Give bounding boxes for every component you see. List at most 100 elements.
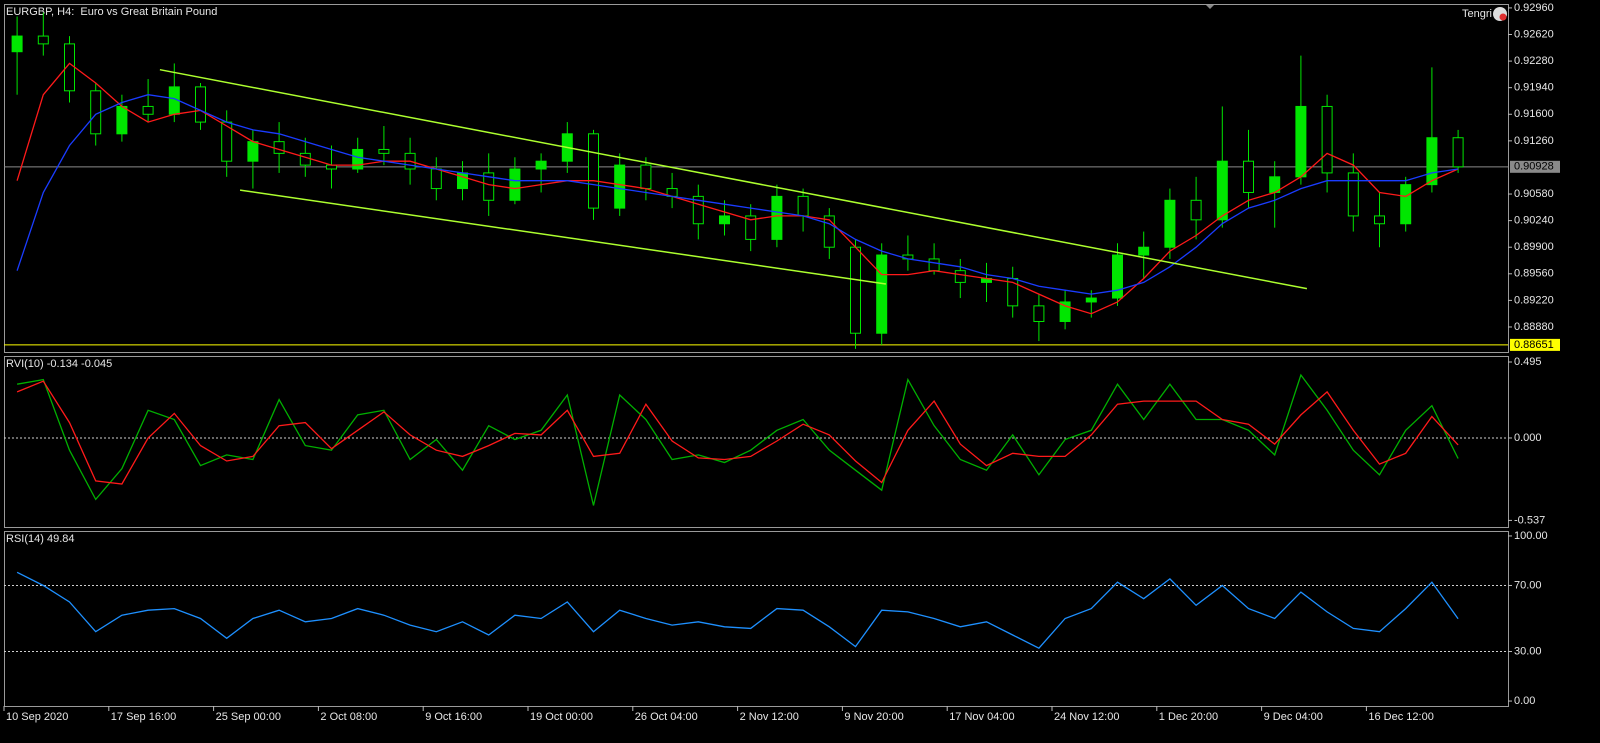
indicator-line — [16, 94, 1459, 295]
indicator-line — [16, 62, 1459, 315]
shift-marker — [1206, 5, 1214, 9]
candle-body — [1426, 137, 1438, 186]
x-tick-label: 9 Dec 04:00 — [1264, 711, 1323, 723]
y-tick-label: 100.00 — [1514, 530, 1548, 542]
y-tick-label: 0.000 — [1514, 432, 1542, 444]
trendline — [239, 189, 886, 285]
candle-body — [1164, 199, 1176, 248]
hline-label: 0.88651 — [1514, 339, 1554, 351]
candle-body — [797, 195, 809, 217]
candle-body — [273, 141, 285, 154]
candle-body — [1216, 160, 1228, 221]
x-tick-label: 1 Dec 20:00 — [1159, 711, 1218, 723]
candle-body — [378, 148, 390, 154]
candle-body — [299, 152, 311, 166]
x-tick-label: 17 Sep 16:00 — [111, 711, 176, 723]
y-tick-label: 0.89900 — [1514, 241, 1554, 253]
candle-body — [1085, 297, 1097, 303]
panel-header: RSI(14) 49.84 — [6, 533, 75, 545]
y-tick-label: 30.00 — [1514, 645, 1542, 657]
candle-body — [928, 258, 940, 272]
candle-body — [1243, 160, 1254, 193]
panel-title: RSI(14) — [6, 533, 44, 545]
indicator-line — [16, 571, 1459, 650]
user-icon — [1493, 7, 1507, 21]
candle-body — [1112, 254, 1123, 299]
candle-body — [37, 35, 49, 45]
candle-body — [509, 168, 521, 201]
rsi-panel-frame — [4, 531, 1509, 707]
x-tick-label: 9 Nov 20:00 — [844, 711, 903, 723]
y-tick-label: 0.92280 — [1514, 55, 1554, 67]
candle-body — [1452, 137, 1464, 168]
indicator-value: -0.045 — [81, 358, 112, 370]
panel-title: EURGBP, H4: Euro vs Great Britain Pound — [6, 6, 217, 18]
x-tick-label: 16 Dec 12:00 — [1368, 711, 1433, 723]
x-tick-label: 26 Oct 04:00 — [635, 711, 698, 723]
y-tick-label: 0.91600 — [1514, 108, 1554, 120]
x-tick-label: 17 Nov 04:00 — [949, 711, 1014, 723]
y-tick-label: 0.91940 — [1514, 82, 1554, 94]
rvi-panel-frame — [4, 356, 1509, 528]
y-tick-label: 0.92960 — [1514, 2, 1554, 14]
x-tick-label: 19 Oct 00:00 — [530, 711, 593, 723]
x-tick-label: 2 Oct 08:00 — [320, 711, 377, 723]
y-tick-label: 0.88880 — [1514, 321, 1554, 333]
panel-title: RVI(10) — [6, 358, 44, 370]
candle-body — [11, 35, 23, 53]
candle-body — [876, 254, 888, 334]
price-label: 0.90928 — [1514, 161, 1554, 173]
candle-body — [1033, 305, 1045, 323]
candle-body — [1321, 105, 1333, 174]
candle-body — [142, 105, 154, 115]
y-tick-label: 0.495 — [1514, 356, 1542, 368]
y-tick-label: 0.00 — [1514, 695, 1535, 707]
x-tick-label: 10 Sep 2020 — [6, 711, 68, 723]
main-panel-frame — [4, 4, 1509, 353]
indicator-value: -0.134 — [47, 358, 78, 370]
y-tick-label: 0.92620 — [1514, 28, 1554, 40]
candle-body — [850, 246, 861, 334]
candle-body — [195, 86, 206, 123]
x-tick-label: 25 Sep 00:00 — [216, 711, 281, 723]
candle-body — [352, 148, 364, 170]
candle-body — [1295, 105, 1307, 178]
indicator-line — [16, 380, 1459, 485]
candle-body — [745, 215, 757, 240]
panel-header: RVI(10) -0.134 -0.045 — [6, 358, 112, 370]
candle-body — [1190, 199, 1202, 221]
panel-header: EURGBP, H4: Euro vs Great Britain Pound — [6, 6, 217, 18]
y-tick-label: 0.91260 — [1514, 135, 1554, 147]
candle-body — [1347, 172, 1359, 217]
candle-body — [430, 168, 442, 190]
candle-body — [771, 195, 783, 240]
x-tick-label: 2 Nov 12:00 — [740, 711, 799, 723]
x-tick-label: 9 Oct 16:00 — [425, 711, 482, 723]
candle-body — [247, 141, 259, 162]
trendline — [159, 68, 1308, 290]
y-tick-label: 0.89560 — [1514, 268, 1554, 280]
candle-body — [823, 215, 835, 248]
x-tick-label: 24 Nov 12:00 — [1054, 711, 1119, 723]
y-tick-label: 70.00 — [1514, 579, 1542, 591]
candle-body — [640, 164, 652, 190]
candle-body — [483, 172, 495, 201]
hline-label-box — [1510, 338, 1560, 351]
candle-body — [614, 164, 626, 209]
candle-body — [954, 270, 966, 283]
price-label-box — [1510, 160, 1560, 173]
y-tick-label: 0.90240 — [1514, 215, 1554, 227]
user-name: Tengri — [1462, 8, 1492, 20]
candle-body — [116, 105, 128, 135]
y-tick-label: -0.537 — [1514, 514, 1545, 526]
candle-body — [719, 215, 730, 225]
candle-body — [1138, 246, 1150, 256]
candle-body — [692, 195, 704, 225]
y-tick-label: 0.90580 — [1514, 188, 1554, 200]
candle-body — [1059, 301, 1071, 323]
indicator-value: 49.84 — [47, 533, 75, 545]
candle-body — [588, 133, 599, 209]
y-tick-label: 0.89220 — [1514, 294, 1554, 306]
